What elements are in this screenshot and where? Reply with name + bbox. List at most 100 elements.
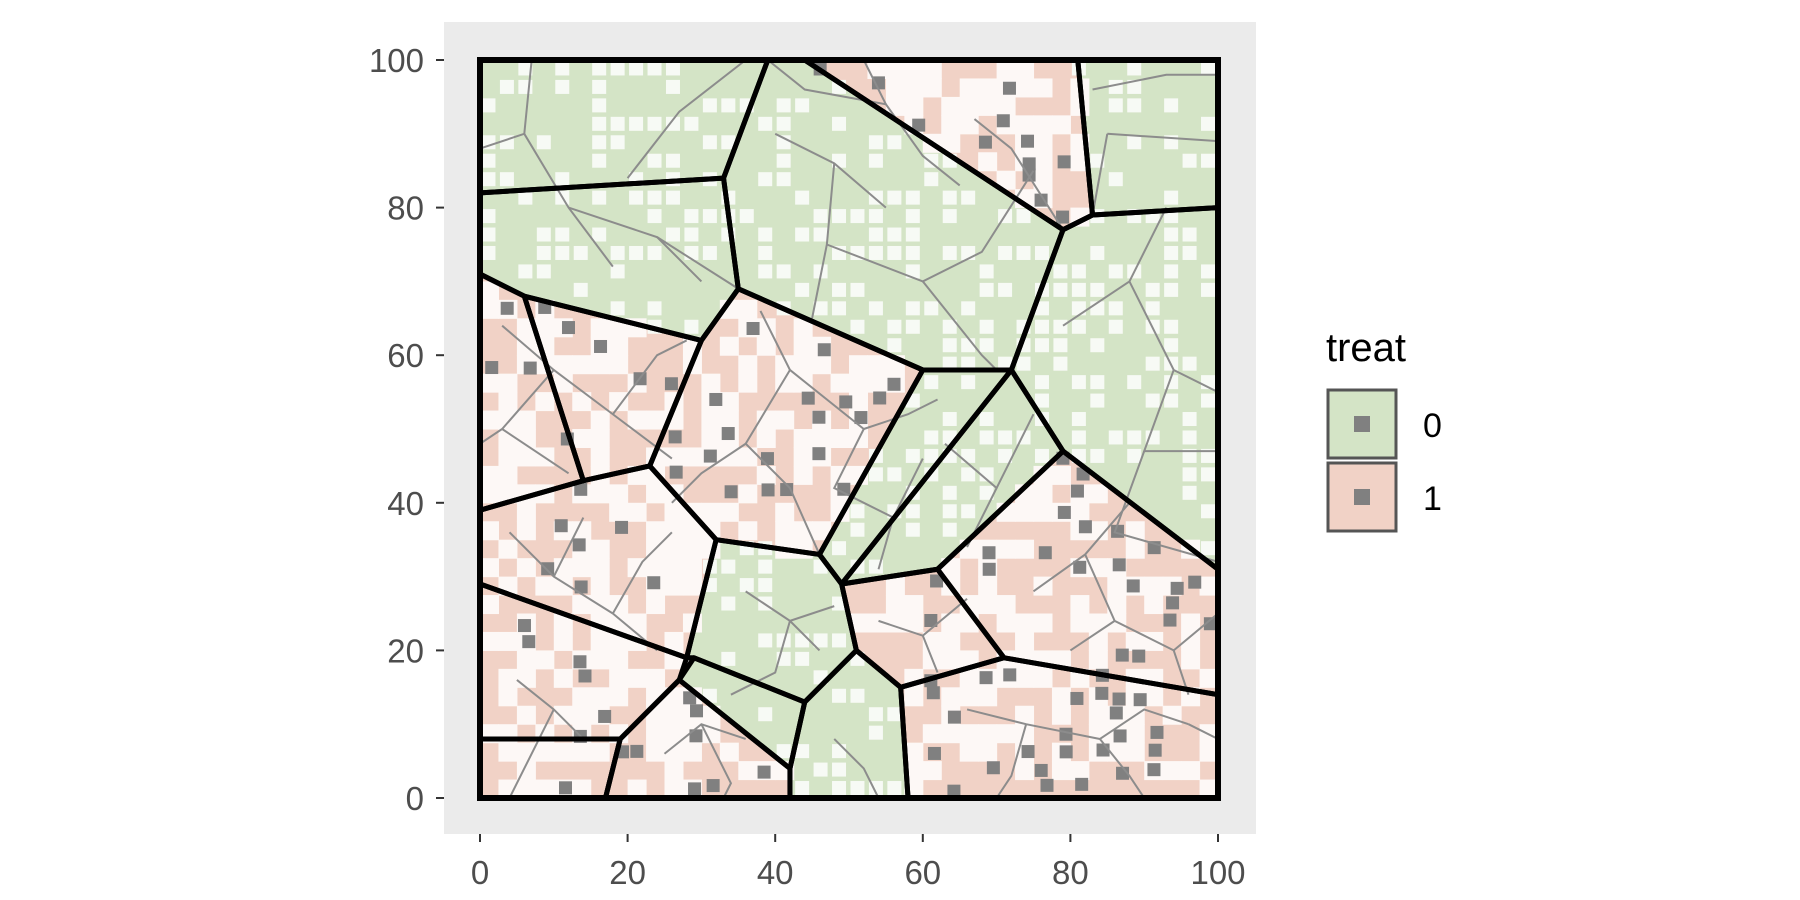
unit-point — [615, 520, 629, 534]
sub-border-14 — [1091, 133, 1109, 216]
cell-texture — [664, 502, 684, 522]
cell-texture — [941, 115, 961, 135]
cell-texture — [719, 742, 739, 762]
cell-texture — [1125, 742, 1145, 762]
cell-texture — [590, 355, 610, 375]
cell-texture — [849, 355, 868, 375]
sub-border-38 — [789, 620, 821, 652]
cell-texture — [553, 558, 573, 578]
cell-texture — [885, 60, 905, 79]
cell-texture — [682, 576, 702, 596]
cell-texture — [1034, 393, 1049, 408]
unit-point — [709, 392, 723, 406]
cell-texture — [1201, 467, 1216, 482]
cell-texture — [979, 338, 994, 353]
unit-point — [1109, 706, 1123, 720]
cell-texture — [832, 744, 847, 759]
cell-texture — [1053, 264, 1068, 279]
x-tick-label: 20 — [609, 854, 646, 891]
cell-texture — [1033, 78, 1053, 98]
cell-texture — [1125, 631, 1145, 651]
cell-texture — [665, 116, 680, 131]
cell-texture — [1088, 724, 1108, 744]
sub-border-54 — [700, 723, 733, 798]
unit-point — [817, 343, 831, 357]
cluster-border-16 — [480, 736, 623, 798]
cell-texture — [924, 153, 939, 168]
cell-texture — [1090, 375, 1105, 390]
unit-point — [926, 686, 940, 700]
cell-texture — [1127, 375, 1142, 390]
cell-texture — [553, 576, 573, 596]
cell-texture — [961, 375, 976, 390]
sub-border-12 — [1092, 73, 1218, 91]
plot-frame — [477, 57, 1221, 801]
cell-texture — [1051, 465, 1071, 485]
unit-point — [1034, 193, 1048, 207]
cell-texture — [941, 650, 961, 670]
cell-texture — [610, 61, 625, 76]
cell-texture — [610, 116, 625, 131]
cell-texture — [1033, 152, 1053, 172]
unit-point — [1132, 649, 1146, 663]
cluster-10 — [841, 369, 1064, 584]
cell-texture — [572, 742, 592, 762]
cell-texture — [776, 98, 791, 113]
cell-texture — [536, 245, 551, 260]
cell-texture — [979, 412, 994, 427]
cell-texture — [1107, 576, 1127, 596]
cell-texture — [1201, 116, 1216, 131]
cell-texture — [905, 448, 920, 463]
cell-texture — [959, 668, 979, 688]
cell-texture — [1107, 595, 1127, 615]
cell-texture — [572, 558, 592, 578]
sub-border-49 — [1099, 708, 1189, 740]
cell-texture — [1070, 502, 1090, 522]
cell-texture — [592, 190, 607, 205]
cell-texture — [572, 705, 592, 725]
cell-texture — [832, 209, 847, 224]
cell-texture — [664, 724, 684, 744]
cell-texture — [758, 633, 773, 648]
cell-texture — [682, 447, 702, 467]
cell-texture — [481, 98, 496, 113]
cell-texture — [978, 96, 998, 116]
unit-point — [930, 574, 944, 588]
legend-title: treat — [1326, 326, 1406, 370]
cell-texture — [738, 355, 758, 375]
cell-texture — [1125, 521, 1145, 541]
unit-point — [1150, 725, 1164, 739]
unit-point — [757, 765, 771, 779]
unit-point — [1126, 579, 1140, 593]
cell-texture — [905, 301, 920, 316]
cell-texture — [1071, 375, 1086, 390]
cell-texture — [1181, 613, 1201, 633]
cell-texture — [776, 744, 791, 759]
cluster-border-20 — [898, 655, 1218, 798]
cell-texture — [795, 190, 810, 205]
cell-texture — [629, 245, 644, 260]
cell-texture — [978, 78, 998, 98]
cell-texture — [480, 281, 499, 301]
cell-texture — [1033, 170, 1053, 190]
cell-texture — [887, 190, 902, 205]
cell-texture — [850, 504, 865, 519]
cell-texture — [535, 650, 555, 670]
cell-texture — [832, 762, 847, 777]
legend: treat 0 1 — [1326, 326, 1442, 533]
cell-texture — [850, 245, 865, 260]
cell-texture — [590, 687, 610, 707]
map-plot-area — [480, 60, 1218, 798]
unit-point — [982, 546, 996, 560]
cell-texture — [646, 521, 666, 541]
cell-texture — [480, 558, 499, 578]
cell-texture — [924, 448, 939, 463]
cell-texture — [867, 373, 887, 393]
cell-texture — [518, 190, 533, 205]
cell-texture — [719, 502, 739, 522]
cell-texture — [850, 688, 865, 703]
cell-texture — [498, 742, 518, 762]
y-tick-label: 40 — [387, 485, 424, 522]
unit-point — [683, 691, 697, 705]
cell-texture — [1108, 430, 1123, 445]
